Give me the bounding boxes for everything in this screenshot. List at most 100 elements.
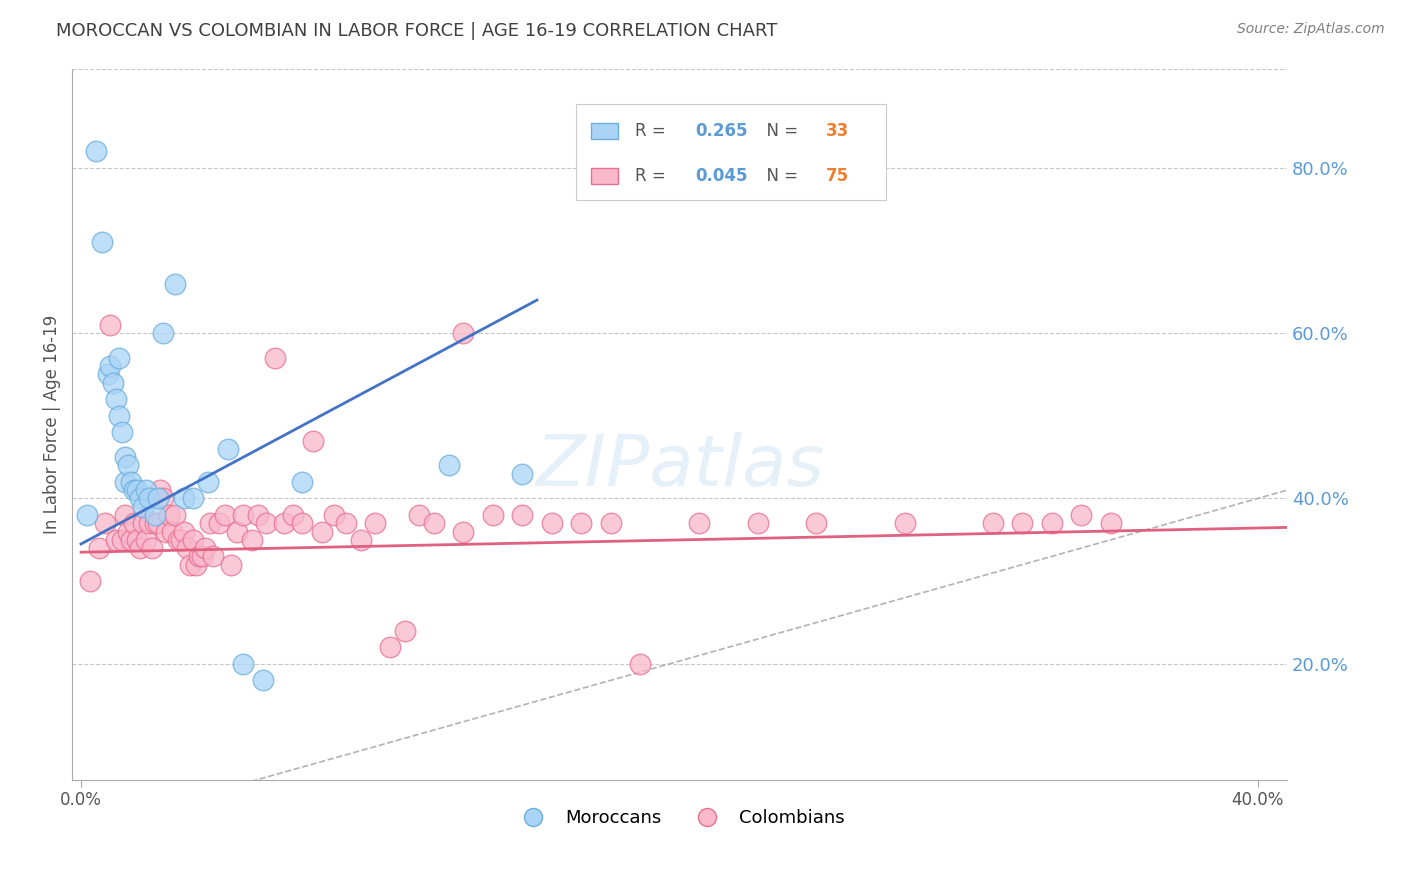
Point: [105, 533, 128, 547]
Text: Source: ZipAtlas.com: Source: ZipAtlas.com: [1237, 22, 1385, 37]
Point: [302, 434, 325, 448]
Point: [108, 409, 131, 423]
Y-axis label: In Labor Force | Age 16-19: In Labor Force | Age 16-19: [44, 315, 60, 533]
Point: [232, 657, 254, 671]
Point: [202, 549, 225, 564]
Point: [197, 475, 219, 489]
Point: [90, 235, 112, 249]
Point: [84, 145, 107, 159]
Point: [408, 508, 430, 522]
Point: [281, 508, 304, 522]
Point: [252, 673, 274, 688]
Point: [190, 549, 212, 564]
Point: [152, 326, 174, 340]
Point: [103, 376, 125, 390]
Point: [143, 508, 166, 522]
Text: MOROCCAN VS COLOMBIAN IN LABOR FORCE | AGE 16-19 CORRELATION CHART: MOROCCAN VS COLOMBIAN IN LABOR FORCE | A…: [56, 22, 778, 40]
Point: [349, 533, 371, 547]
Point: [117, 524, 139, 539]
Point: [291, 475, 314, 489]
Text: N =: N =: [756, 122, 804, 140]
Point: [76, 508, 98, 522]
Point: [510, 508, 533, 522]
Point: [135, 533, 157, 547]
Text: 75: 75: [825, 167, 849, 185]
Point: [114, 450, 136, 464]
Point: [437, 458, 460, 473]
Point: [176, 541, 198, 555]
Point: [173, 524, 195, 539]
Point: [100, 359, 122, 374]
Point: [96, 368, 118, 382]
Point: [138, 516, 160, 531]
Point: [114, 508, 136, 522]
FancyBboxPatch shape: [591, 169, 617, 184]
Point: [323, 508, 346, 522]
Point: [453, 326, 475, 340]
Point: [146, 491, 169, 506]
Point: [122, 516, 145, 531]
Point: [599, 516, 621, 531]
Point: [688, 516, 710, 531]
Point: [149, 483, 172, 498]
Point: [747, 516, 769, 531]
Point: [132, 516, 155, 531]
Point: [170, 533, 193, 547]
Point: [226, 524, 249, 539]
Point: [628, 657, 651, 671]
Point: [120, 533, 142, 547]
Point: [394, 624, 416, 638]
Point: [162, 524, 184, 539]
Point: [141, 541, 163, 555]
Point: [311, 524, 333, 539]
Point: [79, 574, 101, 589]
Point: [569, 516, 592, 531]
Point: [108, 351, 131, 365]
Point: [291, 516, 314, 531]
Point: [1099, 516, 1122, 531]
Point: [264, 351, 287, 365]
Point: [173, 491, 195, 506]
Point: [335, 516, 357, 531]
Point: [1011, 516, 1033, 531]
Point: [111, 425, 134, 440]
Point: [152, 491, 174, 506]
Point: [125, 483, 148, 498]
Point: [254, 516, 277, 531]
Point: [1070, 508, 1092, 522]
Point: [273, 516, 295, 531]
Text: ZIPatlas: ZIPatlas: [536, 433, 824, 501]
Point: [117, 458, 139, 473]
Point: [217, 442, 239, 456]
Point: [179, 558, 201, 572]
Point: [184, 558, 207, 572]
FancyBboxPatch shape: [591, 123, 617, 139]
Text: 33: 33: [825, 122, 849, 140]
Point: [187, 549, 209, 564]
Point: [240, 533, 263, 547]
Point: [893, 516, 915, 531]
Point: [128, 491, 150, 506]
Point: [453, 524, 475, 539]
Point: [122, 483, 145, 498]
Point: [111, 533, 134, 547]
Point: [128, 541, 150, 555]
Text: 0.265: 0.265: [696, 122, 748, 140]
Legend: Moroccans, Colombians: Moroccans, Colombians: [508, 802, 852, 835]
Point: [981, 516, 1004, 531]
Text: 0.045: 0.045: [696, 167, 748, 185]
Point: [1040, 516, 1063, 531]
Point: [510, 467, 533, 481]
Point: [125, 533, 148, 547]
Point: [246, 508, 269, 522]
Text: R =: R =: [634, 122, 671, 140]
Point: [100, 318, 122, 332]
Point: [114, 475, 136, 489]
Point: [155, 524, 177, 539]
Text: N =: N =: [756, 167, 804, 185]
Point: [181, 533, 204, 547]
Point: [219, 558, 242, 572]
Point: [378, 640, 401, 655]
FancyBboxPatch shape: [576, 104, 886, 200]
Point: [194, 541, 217, 555]
